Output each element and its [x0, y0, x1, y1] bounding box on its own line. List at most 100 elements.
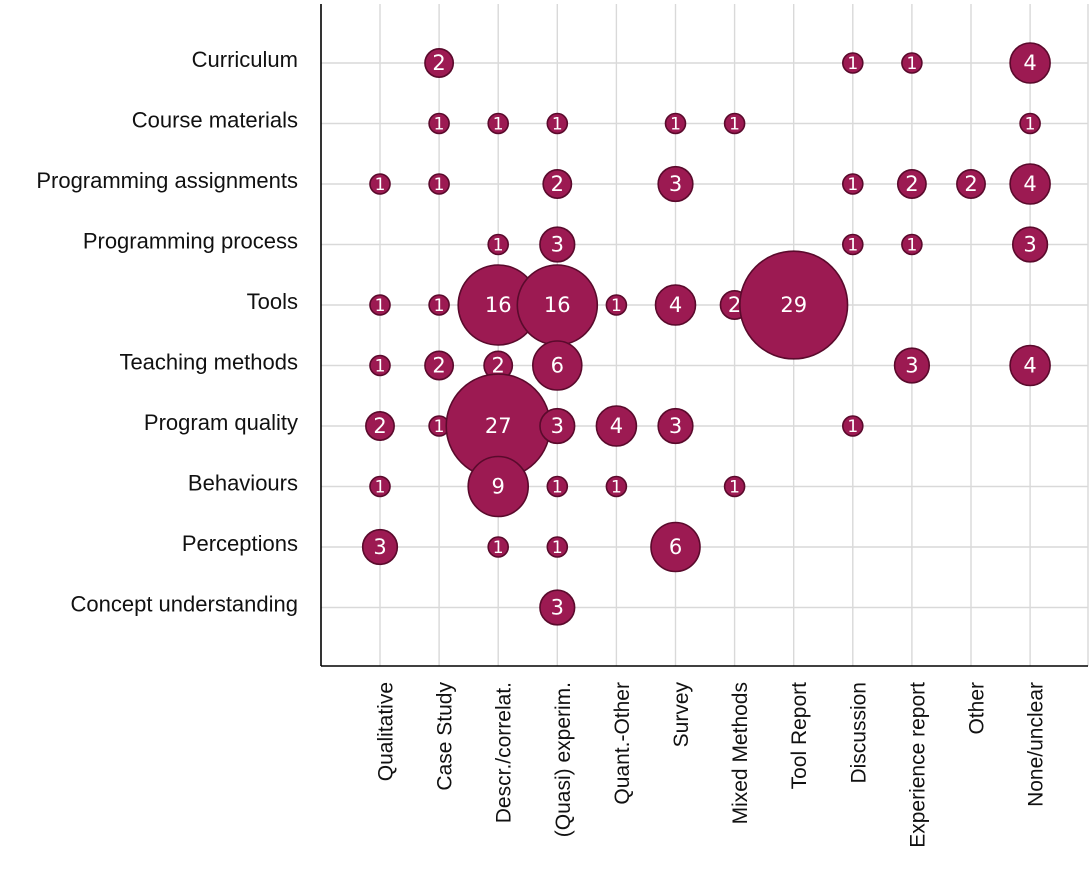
- bubble-layer: 2 1 1 41 1 1 1 1 11 1 2 3 1 2 2 41 3 1 1 31 1 16 16 1 4 2 291 2 2 6 3 4…: [361, 42, 1051, 626]
- bubble-value-label: 3: [905, 354, 918, 378]
- bubble-perceptions-survey: 6: [650, 521, 701, 573]
- bubble-circle: [605, 294, 628, 316]
- bubble-value-label: 1: [729, 478, 740, 498]
- bubble-programming-assignments-quasi-experim: 2: [542, 169, 573, 199]
- bubble-tools-case-study: 1: [428, 294, 450, 316]
- bubble-circle: [654, 284, 697, 326]
- bubble-programming-process-quasi-experim: 3: [539, 226, 576, 263]
- bubble-program-quality-discussion: 1: [841, 415, 864, 437]
- bubble-tools-quasi-experim: 16: [516, 264, 599, 346]
- bubble-value-label: 1: [729, 115, 740, 135]
- x-tick-labels: Qualitative Case Study Descr./correlat. (Qu…: [375, 682, 1048, 848]
- bubble-tools-survey: 4: [654, 284, 697, 326]
- x-tick-label-qualitative: Qualitative: [375, 682, 398, 781]
- x-tick-label-experience-report: Experience report: [906, 682, 929, 848]
- bubble-value-label: 1: [611, 296, 622, 316]
- bubble-program-quality-qualitative: 2: [365, 411, 395, 441]
- bubble-circle: [487, 536, 510, 558]
- bubble-value-label: 1: [1025, 115, 1036, 135]
- bubble-value-label: 1: [847, 236, 858, 256]
- grid-layer: [321, 4, 1089, 666]
- x-tick-label-quasi-experim: (Quasi) experim.: [552, 682, 575, 837]
- bubble-circle: [369, 173, 391, 195]
- bubble-value-label: 2: [551, 172, 564, 196]
- bubble-value-label: 1: [847, 54, 858, 74]
- bubble-teaching-methods-qualitative: 1: [369, 354, 391, 377]
- bubble-circle: [467, 455, 530, 518]
- bubble-curriculum-experience-report: 1: [901, 52, 923, 74]
- bubble-course-materials-survey: 1: [664, 112, 687, 135]
- bubble-circle: [369, 475, 391, 498]
- bubble-value-label: 2: [432, 51, 445, 75]
- bubble-circle: [1019, 112, 1041, 135]
- bubble-value-label: 1: [434, 115, 445, 135]
- bubble-behaviours-descr-correlat: 9: [467, 455, 530, 518]
- bubble-circle: [657, 407, 694, 445]
- bubble-value-label: 1: [847, 175, 858, 195]
- bubble-value-label: 6: [669, 535, 682, 559]
- bubble-behaviours-quasi-experim: 1: [546, 475, 569, 498]
- bubble-programming-assignments-discussion: 1: [841, 173, 864, 195]
- bubble-value-label: 1: [375, 357, 386, 377]
- bubble-value-label: 1: [375, 296, 386, 316]
- bubble-circle: [428, 173, 450, 195]
- bubble-value-label: 4: [1023, 51, 1036, 75]
- bubble-programming-assignments-survey: 3: [657, 165, 694, 203]
- bubble-circle: [487, 112, 510, 135]
- bubble-circle: [901, 52, 923, 74]
- bubble-programming-process-experience-report: 1: [901, 233, 923, 256]
- y-tick-label-concept-understanding: Concept understanding: [71, 591, 299, 616]
- bubble-curriculum-none-unclear: 4: [1009, 42, 1051, 84]
- bubble-value-label: 1: [493, 538, 504, 558]
- bubble-value-label: 1: [906, 54, 917, 74]
- bubble-circle: [539, 407, 576, 445]
- bubble-tools-tool-report: 29: [739, 250, 849, 360]
- bubble-value-label: 2: [373, 414, 386, 438]
- bubble-circle: [365, 411, 395, 441]
- x-tick-label-discussion: Discussion: [847, 682, 870, 784]
- bubble-value-label: 1: [375, 478, 386, 498]
- y-tick-label-programming-process: Programming process: [83, 228, 298, 253]
- bubble-circle: [532, 340, 583, 391]
- bubble-circle: [657, 165, 694, 203]
- axis-layer: [320, 4, 1088, 667]
- bubble-curriculum-discussion: 1: [841, 52, 864, 74]
- bubble-circle: [1011, 226, 1049, 263]
- bubble-program-quality-quasi-experim: 3: [539, 407, 576, 445]
- x-tick-label-tool-report: Tool Report: [788, 682, 811, 790]
- x-tick-label-none-unclear: None/unclear: [1025, 682, 1048, 807]
- bubble-programming-assignments-other: 2: [956, 169, 986, 199]
- bubble-perceptions-qualitative: 3: [361, 528, 399, 566]
- bubble-circle: [896, 169, 927, 199]
- bubble-circle: [369, 294, 391, 316]
- y-tick-label-perceptions: Perceptions: [182, 531, 298, 556]
- bubble-tools-quant-other: 1: [605, 294, 628, 316]
- bubble-circle: [539, 589, 576, 626]
- bubble-value-label: 9: [492, 475, 505, 499]
- bubble-circle: [841, 173, 864, 195]
- y-tick-label-program-quality: Program quality: [144, 410, 298, 435]
- bubble-circle: [723, 475, 746, 498]
- y-tick-label-behaviours: Behaviours: [188, 470, 298, 495]
- x-tick-label-quant-other: Quant.-Other: [611, 682, 634, 805]
- bubble-programming-assignments-none-unclear: 4: [1009, 163, 1051, 205]
- bubble-circle: [901, 233, 923, 256]
- bubble-programming-process-none-unclear: 3: [1011, 226, 1049, 263]
- bubble-course-materials-mixed-methods: 1: [723, 112, 746, 135]
- bubble-circle: [739, 250, 849, 360]
- y-tick-labels: Curriculum Course materials Programming as…: [36, 47, 298, 617]
- bubble-value-label: 29: [780, 293, 807, 317]
- bubble-value-label: 1: [493, 236, 504, 256]
- bubble-curriculum-case-study: 2: [424, 48, 455, 78]
- x-tick-label-survey: Survey: [670, 682, 693, 748]
- bubble-programming-process-discussion: 1: [841, 233, 864, 256]
- bubble-value-label: 4: [1023, 354, 1036, 378]
- bubble-course-materials-quasi-experim: 1: [546, 112, 569, 135]
- bubble-value-label: 16: [544, 293, 571, 317]
- bubble-value-label: 1: [434, 417, 445, 437]
- bubble-concept-understanding-quasi-experim: 3: [539, 589, 576, 626]
- bubble-circle: [1009, 163, 1051, 205]
- bubble-value-label: 1: [552, 478, 563, 498]
- bubble-program-quality-quant-other: 4: [595, 405, 638, 447]
